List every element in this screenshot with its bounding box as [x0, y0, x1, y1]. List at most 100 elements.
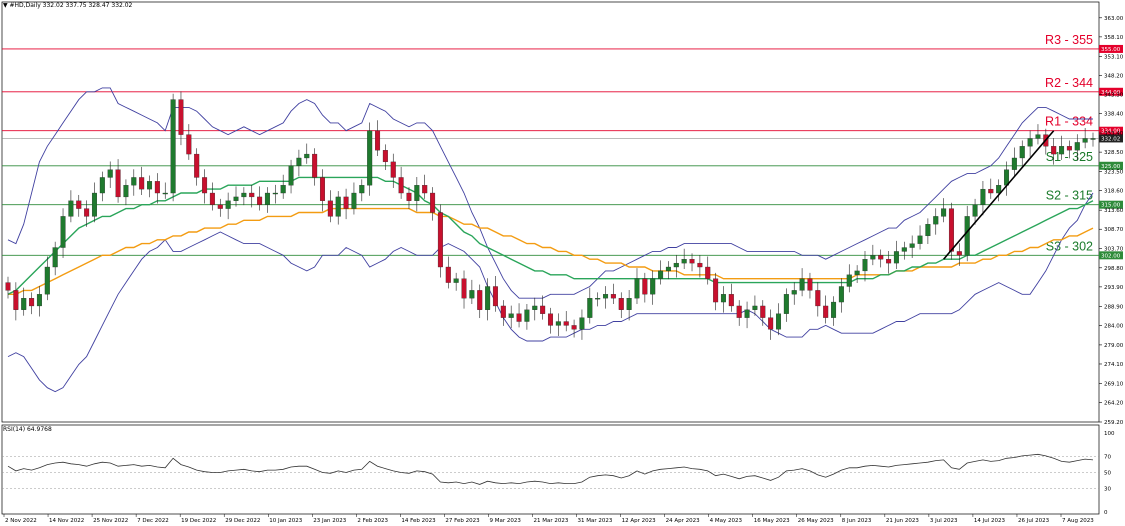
bullish-candle: [52, 247, 58, 268]
price-tick-label: 328.50: [1104, 150, 1124, 156]
price-tick-label: 284.00: [1104, 323, 1124, 329]
price-tick-label: 259.20: [1104, 420, 1124, 426]
rsi-line: [7, 453, 1094, 485]
bullish-candle: [60, 216, 66, 248]
bearish-candle: [492, 286, 498, 307]
bullish-candle: [264, 192, 270, 205]
resistance-label: R2 - 344: [1045, 76, 1093, 90]
bullish-candle: [147, 181, 153, 190]
bullish-candle: [304, 153, 310, 159]
date-tick-label: 21 Mar 2023: [534, 518, 569, 524]
bearish-candle: [217, 204, 223, 209]
bullish-candle: [524, 309, 530, 322]
support-label: S2 - 315: [1046, 189, 1093, 203]
bearish-candle: [736, 305, 742, 318]
bearish-candle: [807, 278, 813, 291]
support-price-tag-text: 302.00: [1101, 253, 1121, 259]
bearish-candle: [202, 177, 208, 194]
bearish-candle: [178, 99, 184, 135]
date-tick-label: 16 May 2023: [754, 518, 790, 524]
date-tick-label: 29 Dec 2022: [225, 518, 260, 524]
price-tick-label: 363.00: [1104, 16, 1124, 22]
date-tick-label: 2 Feb 2023: [357, 518, 388, 524]
resistance-price-tag-text: 334.00: [1101, 129, 1121, 135]
resistance-price-tag: [1099, 87, 1123, 96]
bullish-candle: [485, 286, 491, 310]
rsi-tick-label: 0: [1104, 510, 1108, 516]
bullish-candle: [862, 259, 868, 272]
bullish-candle: [658, 270, 664, 279]
bearish-candle: [398, 177, 404, 194]
bullish-candle: [508, 313, 514, 318]
bearish-candle: [76, 200, 82, 209]
rsi-header: RSI(14) 64.9768: [3, 426, 52, 433]
bullish-candle: [626, 298, 632, 310]
resistance-price-tag: [1099, 126, 1123, 135]
bullish-candle: [752, 305, 758, 310]
resistance-price-tag-text: 355.00: [1101, 47, 1121, 53]
bullish-candle: [799, 278, 805, 291]
bearish-candle: [697, 262, 703, 268]
date-tick-label: 8 Jun 2023: [842, 518, 872, 524]
date-axis: 2 Nov 2022 14 Nov 2022 25 Nov 2022 7 Dec 20…: [3, 514, 1094, 524]
bearish-candle: [430, 192, 436, 213]
last-price-tag: [1099, 134, 1123, 143]
bearish-candle: [390, 161, 396, 178]
bullish-candle: [21, 298, 27, 310]
bullish-candle: [1027, 138, 1033, 147]
date-tick-label: 25 Nov 2022: [93, 518, 128, 524]
date-tick-label: 3 Jul 2023: [930, 518, 958, 524]
bearish-candle: [382, 150, 388, 163]
price-tick-label: 279.00: [1104, 343, 1124, 349]
bullish-candle: [162, 192, 168, 195]
date-tick-label: 23 Jan 2023: [313, 518, 346, 524]
bullish-candle: [972, 204, 978, 217]
bullish-candle: [1019, 146, 1025, 159]
date-tick-label: 14 Nov 2022: [49, 518, 84, 524]
bullish-candle: [44, 266, 50, 295]
bearish-candle: [437, 212, 443, 268]
bullish-candle: [233, 196, 239, 201]
bearish-candle: [642, 278, 648, 295]
bearish-candle: [768, 317, 774, 330]
bullish-candle: [107, 169, 113, 178]
bullish-candle: [775, 313, 782, 330]
resistance-label: R3 - 355: [1045, 33, 1093, 47]
bullish-candle: [99, 177, 105, 194]
bullish-candle: [838, 286, 844, 303]
resistance-price-tag-text: 344.00: [1101, 90, 1121, 96]
support-label: S3 - 302: [1046, 239, 1093, 253]
bullish-candle: [634, 278, 640, 299]
rsi-tick-label: 70: [1104, 455, 1111, 461]
bullish-candle: [335, 196, 341, 217]
bearish-candle: [500, 305, 506, 318]
price-tick-label: 323.50: [1104, 170, 1124, 176]
rsi-tick-label: 30: [1104, 486, 1111, 492]
bullish-candle: [359, 185, 365, 194]
price-axis: 363.00 358.10 353.10 348.20 343.30 338.40 333.…: [1099, 16, 1124, 426]
bullish-candle: [831, 301, 837, 318]
bearish-candle: [257, 196, 263, 205]
bearish-candle: [823, 305, 829, 318]
bearish-candle: [477, 290, 483, 310]
bearish-candle: [406, 192, 412, 201]
bullish-candle: [603, 294, 609, 299]
ascending-trendline: [943, 130, 1055, 260]
bullish-candle: [791, 290, 797, 295]
date-tick-label: 19 Dec 2022: [181, 518, 216, 524]
bearish-candle: [713, 278, 719, 303]
moving-average-slow-line: [8, 207, 1094, 295]
bullish-candle: [901, 247, 907, 252]
bearish-candle: [618, 298, 624, 310]
bullish-candle: [532, 305, 538, 310]
bearish-candle: [815, 290, 821, 307]
bullish-candle: [1059, 146, 1065, 155]
main-plot-border: [1, 1, 1100, 423]
bullish-candle: [681, 259, 687, 264]
bullish-candle: [595, 298, 601, 300]
bullish-candle: [131, 177, 137, 186]
bearish-candle: [319, 177, 326, 201]
bullish-candle: [650, 278, 656, 295]
price-tick-label: 318.60: [1104, 189, 1124, 195]
price-tick-label: 269.10: [1104, 381, 1124, 387]
